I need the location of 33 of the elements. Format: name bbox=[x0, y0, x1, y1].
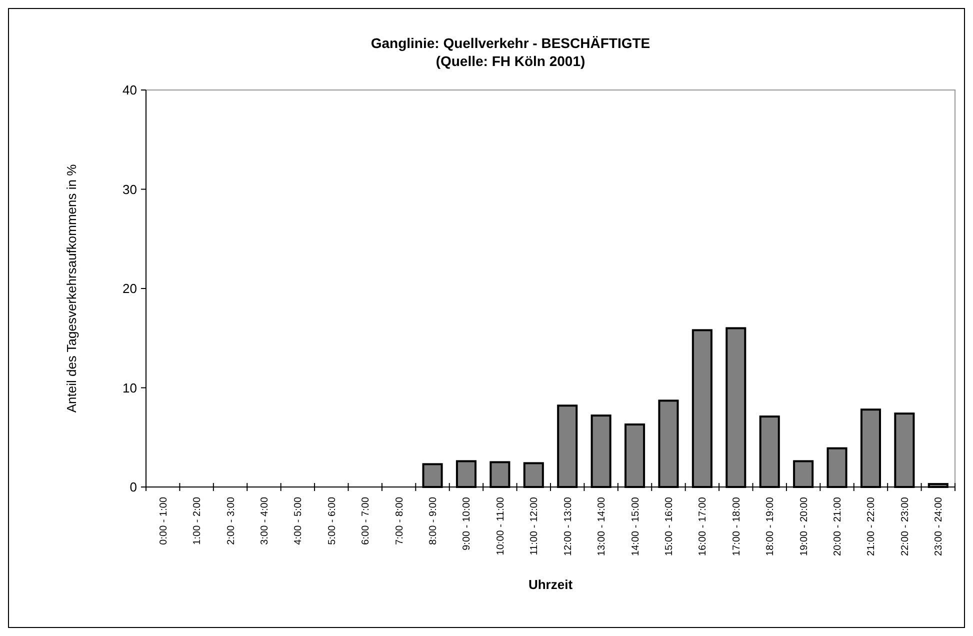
x-tick-label: 21:00 - 22:00 bbox=[866, 496, 878, 556]
x-tick-label: 11:00 - 12:00 bbox=[529, 496, 540, 556]
x-tick-label: 3:00 - 4:00 bbox=[259, 496, 270, 545]
chart-title: Ganglinie: Quellverkehr - BESCHÄFTIGTE bbox=[370, 35, 650, 51]
x-tick-label: 7:00 - 8:00 bbox=[394, 496, 406, 545]
y-axis-title: Anteil des Tagesverkehrsaufkommens in % bbox=[64, 164, 79, 413]
y-tick-label: 40 bbox=[122, 82, 137, 98]
x-tick-label: 1:00 - 2:00 bbox=[192, 496, 204, 545]
x-tick-label: 16:00 - 17:00 bbox=[698, 496, 709, 556]
x-tick-label: 18:00 - 19:00 bbox=[765, 496, 776, 556]
y-tick-label: 0 bbox=[130, 480, 137, 495]
x-tick-label: 10:00 - 11:00 bbox=[495, 496, 506, 556]
x-tick-label: 8:00 - 9:00 bbox=[428, 496, 440, 545]
x-tick-label: 4:00 - 5:00 bbox=[293, 496, 304, 545]
x-axis-title: Uhrzeit bbox=[528, 577, 574, 592]
x-tick-label: 5:00 - 6:00 bbox=[326, 496, 338, 545]
x-tick-label: 14:00 - 15:00 bbox=[630, 496, 642, 556]
y-tick-label: 20 bbox=[122, 281, 137, 296]
x-tick-label: 9:00 - 10:00 bbox=[462, 496, 473, 550]
x-tick-label: 15:00 - 16:00 bbox=[664, 496, 675, 556]
y-tick-label: 10 bbox=[122, 380, 137, 396]
x-tick-label: 6:00 - 7:00 bbox=[360, 496, 372, 545]
x-tick-label: 13:00 - 14:00 bbox=[596, 496, 608, 556]
x-tick-label: 19:00 - 20:00 bbox=[798, 496, 810, 556]
x-tick-label: 2:00 - 3:00 bbox=[226, 496, 237, 545]
y-tick-label: 30 bbox=[122, 182, 137, 197]
chart-subtitle: (Quelle: FH Köln 2001) bbox=[436, 53, 586, 69]
x-tick-label: 20:00 - 21:00 bbox=[832, 496, 844, 556]
x-tick-label: 22:00 - 23:00 bbox=[900, 496, 911, 556]
x-tick-label: 23:00 - 24:00 bbox=[934, 496, 945, 556]
x-tick-label: 0:00 - 1:00 bbox=[158, 496, 170, 545]
x-tick-label: 12:00 - 13:00 bbox=[562, 496, 574, 556]
x-tick-label: 17:00 - 18:00 bbox=[731, 496, 742, 556]
